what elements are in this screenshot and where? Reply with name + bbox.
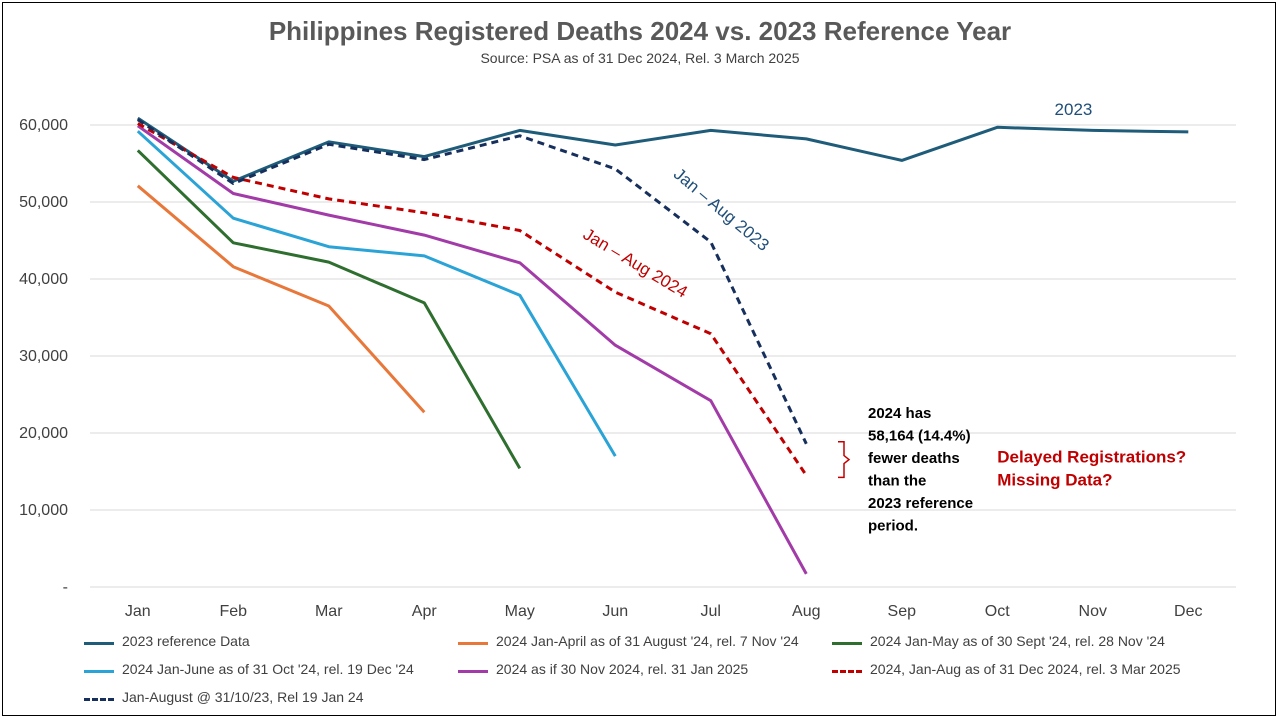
annotation-label: Missing Data? bbox=[997, 470, 1112, 489]
x-tick-label: May bbox=[505, 603, 535, 620]
x-tick-label: Aug bbox=[792, 603, 820, 620]
series-line-4 bbox=[136, 124, 808, 575]
callout-text-line: than the bbox=[868, 473, 926, 490]
chart-title: Philippines Registered Deaths 2024 vs. 2… bbox=[268, 16, 1012, 46]
y-tick-label: 50,000 bbox=[19, 194, 68, 211]
x-tick-label: Apr bbox=[412, 603, 438, 620]
x-tick-label: Jan bbox=[125, 603, 151, 620]
annotation-label: Jan – Aug 2024 bbox=[580, 225, 691, 302]
series-line-6 bbox=[136, 118, 808, 445]
y-tick-label: 20,000 bbox=[19, 425, 68, 442]
y-tick-label: 40,000 bbox=[19, 271, 68, 288]
annotation-label: Delayed Registrations? bbox=[997, 447, 1186, 466]
callout-text-line: period. bbox=[868, 518, 918, 535]
y-tick-label: - bbox=[63, 579, 68, 596]
x-tick-label: Sep bbox=[888, 603, 917, 620]
series-line-3 bbox=[136, 130, 617, 457]
x-tick-label: Jul bbox=[701, 603, 721, 620]
y-tick-label: 60,000 bbox=[19, 117, 68, 134]
series-line-1 bbox=[136, 184, 426, 414]
y-tick-label: 30,000 bbox=[19, 348, 68, 365]
series-line-0 bbox=[136, 116, 1189, 183]
x-tick-label: Nov bbox=[1079, 603, 1107, 620]
x-tick-label: Jun bbox=[602, 603, 628, 620]
bracket-marker bbox=[838, 441, 851, 479]
x-tick-label: Mar bbox=[315, 603, 343, 620]
y-tick-label: 10,000 bbox=[19, 502, 68, 519]
callout-text-line: 58,164 (14.4%) bbox=[868, 428, 971, 445]
chart-subtitle: Source: PSA as of 31 Dec 2024, Rel. 3 Ma… bbox=[480, 50, 800, 66]
annotation-label: Jan – Aug 2023 bbox=[670, 164, 773, 255]
series-line-5 bbox=[137, 122, 808, 477]
callout-text-line: fewer deaths bbox=[868, 450, 960, 467]
x-tick-label: Oct bbox=[985, 603, 1010, 620]
x-tick-label: Feb bbox=[219, 603, 247, 620]
callout-text-line: 2024 has bbox=[868, 405, 931, 422]
x-tick-label: Dec bbox=[1174, 603, 1202, 620]
series-line-2 bbox=[136, 149, 522, 470]
callout-text-line: 2023 reference bbox=[868, 495, 973, 512]
annotation-label: 2023 bbox=[1055, 100, 1093, 119]
